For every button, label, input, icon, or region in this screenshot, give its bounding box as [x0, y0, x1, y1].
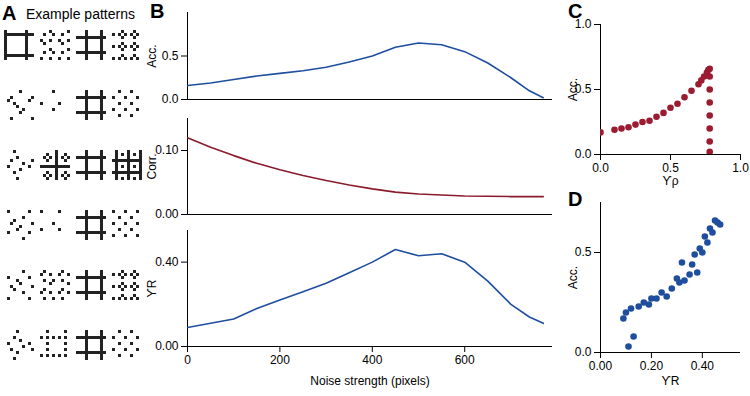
svg-text:0.20: 0.20 — [640, 359, 664, 373]
html-text:B: B — [150, 0, 165, 22]
svg-text:0.40: 0.40 — [155, 255, 179, 269]
svg-text:600: 600 — [455, 353, 475, 367]
svg-text:0.0: 0.0 — [575, 345, 592, 359]
html-text:A: A — [2, 2, 17, 24]
svg-text:0.5: 0.5 — [662, 161, 679, 175]
svg-text:ϒρ: ϒρ — [662, 174, 678, 188]
svg-text:ϒR: ϒR — [145, 279, 159, 297]
svg-text:0.10: 0.10 — [155, 143, 179, 158]
svg-text:Acc.: Acc. — [566, 78, 580, 101]
svg-text:1.0: 1.0 — [732, 161, 749, 175]
html-text:Example patterns: Example patterns — [26, 6, 135, 22]
svg-text:0.00: 0.00 — [155, 339, 179, 353]
svg-text:0.00: 0.00 — [155, 207, 179, 220]
svg-text:0.0: 0.0 — [162, 92, 179, 105]
html-text:D: D — [568, 188, 583, 210]
html-text:C: C — [568, 0, 583, 22]
svg-text:Noise strength (pixels): Noise strength (pixels) — [310, 374, 429, 388]
svg-text:200: 200 — [270, 353, 290, 367]
svg-text:0.0: 0.0 — [575, 147, 592, 161]
svg-text:0.40: 0.40 — [691, 359, 715, 373]
svg-text:0.5: 0.5 — [162, 49, 179, 63]
svg-text:Acc.: Acc. — [566, 266, 580, 289]
svg-text:0.0: 0.0 — [592, 161, 609, 175]
svg-text:Corr.: Corr. — [145, 153, 159, 179]
svg-text:0: 0 — [184, 353, 191, 367]
svg-text:Acc.: Acc. — [145, 44, 159, 67]
svg-text:0.5: 0.5 — [575, 245, 592, 259]
svg-text:ϒR: ϒR — [662, 374, 680, 388]
svg-text:400: 400 — [362, 353, 382, 367]
svg-text:0.00: 0.00 — [589, 359, 613, 373]
svg-text:1.0: 1.0 — [574, 17, 592, 32]
svg-text:0.5: 0.5 — [574, 82, 592, 97]
